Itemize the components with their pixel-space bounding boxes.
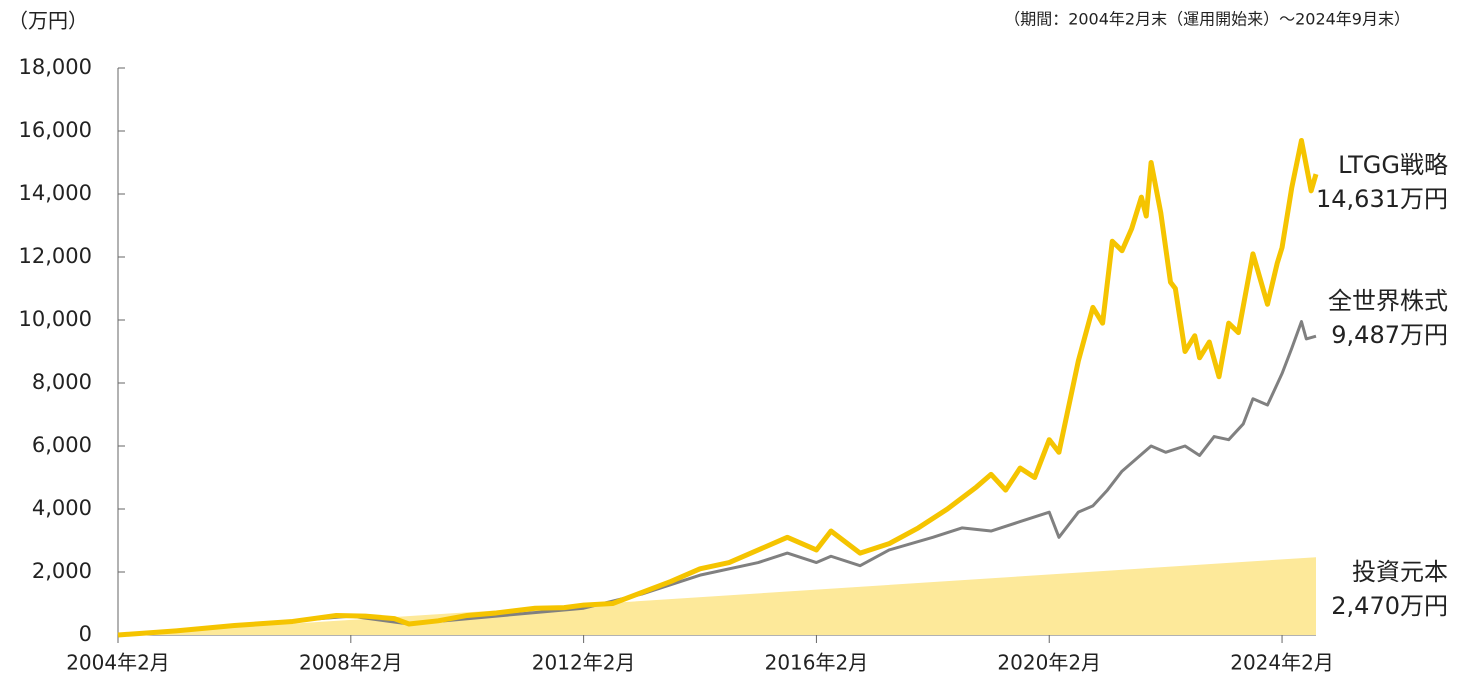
period-note: （期間：2004年2月末（運用開始来）～2024年9月末） <box>1004 10 1410 29</box>
x-tick-label: 2024年2月 <box>1230 651 1334 675</box>
series-name: LTGG戦略 <box>1338 151 1448 179</box>
y-tick-label: 16,000 <box>19 118 92 142</box>
y-tick-label: 10,000 <box>19 307 92 331</box>
principal-area <box>118 557 1316 635</box>
series-end-label: 14,631万円 <box>1316 185 1448 213</box>
series-name: 全世界株式 <box>1328 287 1448 315</box>
x-tick-label: 2020年2月 <box>997 651 1101 675</box>
x-tick-label: 2016年2月 <box>765 651 869 675</box>
series-end-label: 2,470万円 <box>1331 592 1448 620</box>
series-line <box>117 320 1317 637</box>
x-tick-label: 2008年2月 <box>299 651 403 675</box>
x-tick-label: 2004年2月 <box>66 651 170 675</box>
series-end-label: 9,487万円 <box>1331 321 1448 349</box>
y-tick-label: 2,000 <box>32 559 92 583</box>
x-tick-label: 2012年2月 <box>532 651 636 675</box>
y-tick-label: 0 <box>79 622 92 646</box>
series-line <box>117 137 1319 638</box>
y-unit: （万円） <box>8 9 88 33</box>
y-tick-label: 14,000 <box>19 181 92 205</box>
y-tick-label: 12,000 <box>19 244 92 268</box>
y-tick-label: 18,000 <box>19 55 92 79</box>
y-tick-label: 8,000 <box>32 370 92 394</box>
y-tick-label: 4,000 <box>32 496 92 520</box>
y-tick-label: 6,000 <box>32 433 92 457</box>
series-name: 投資元本 <box>1352 558 1448 586</box>
